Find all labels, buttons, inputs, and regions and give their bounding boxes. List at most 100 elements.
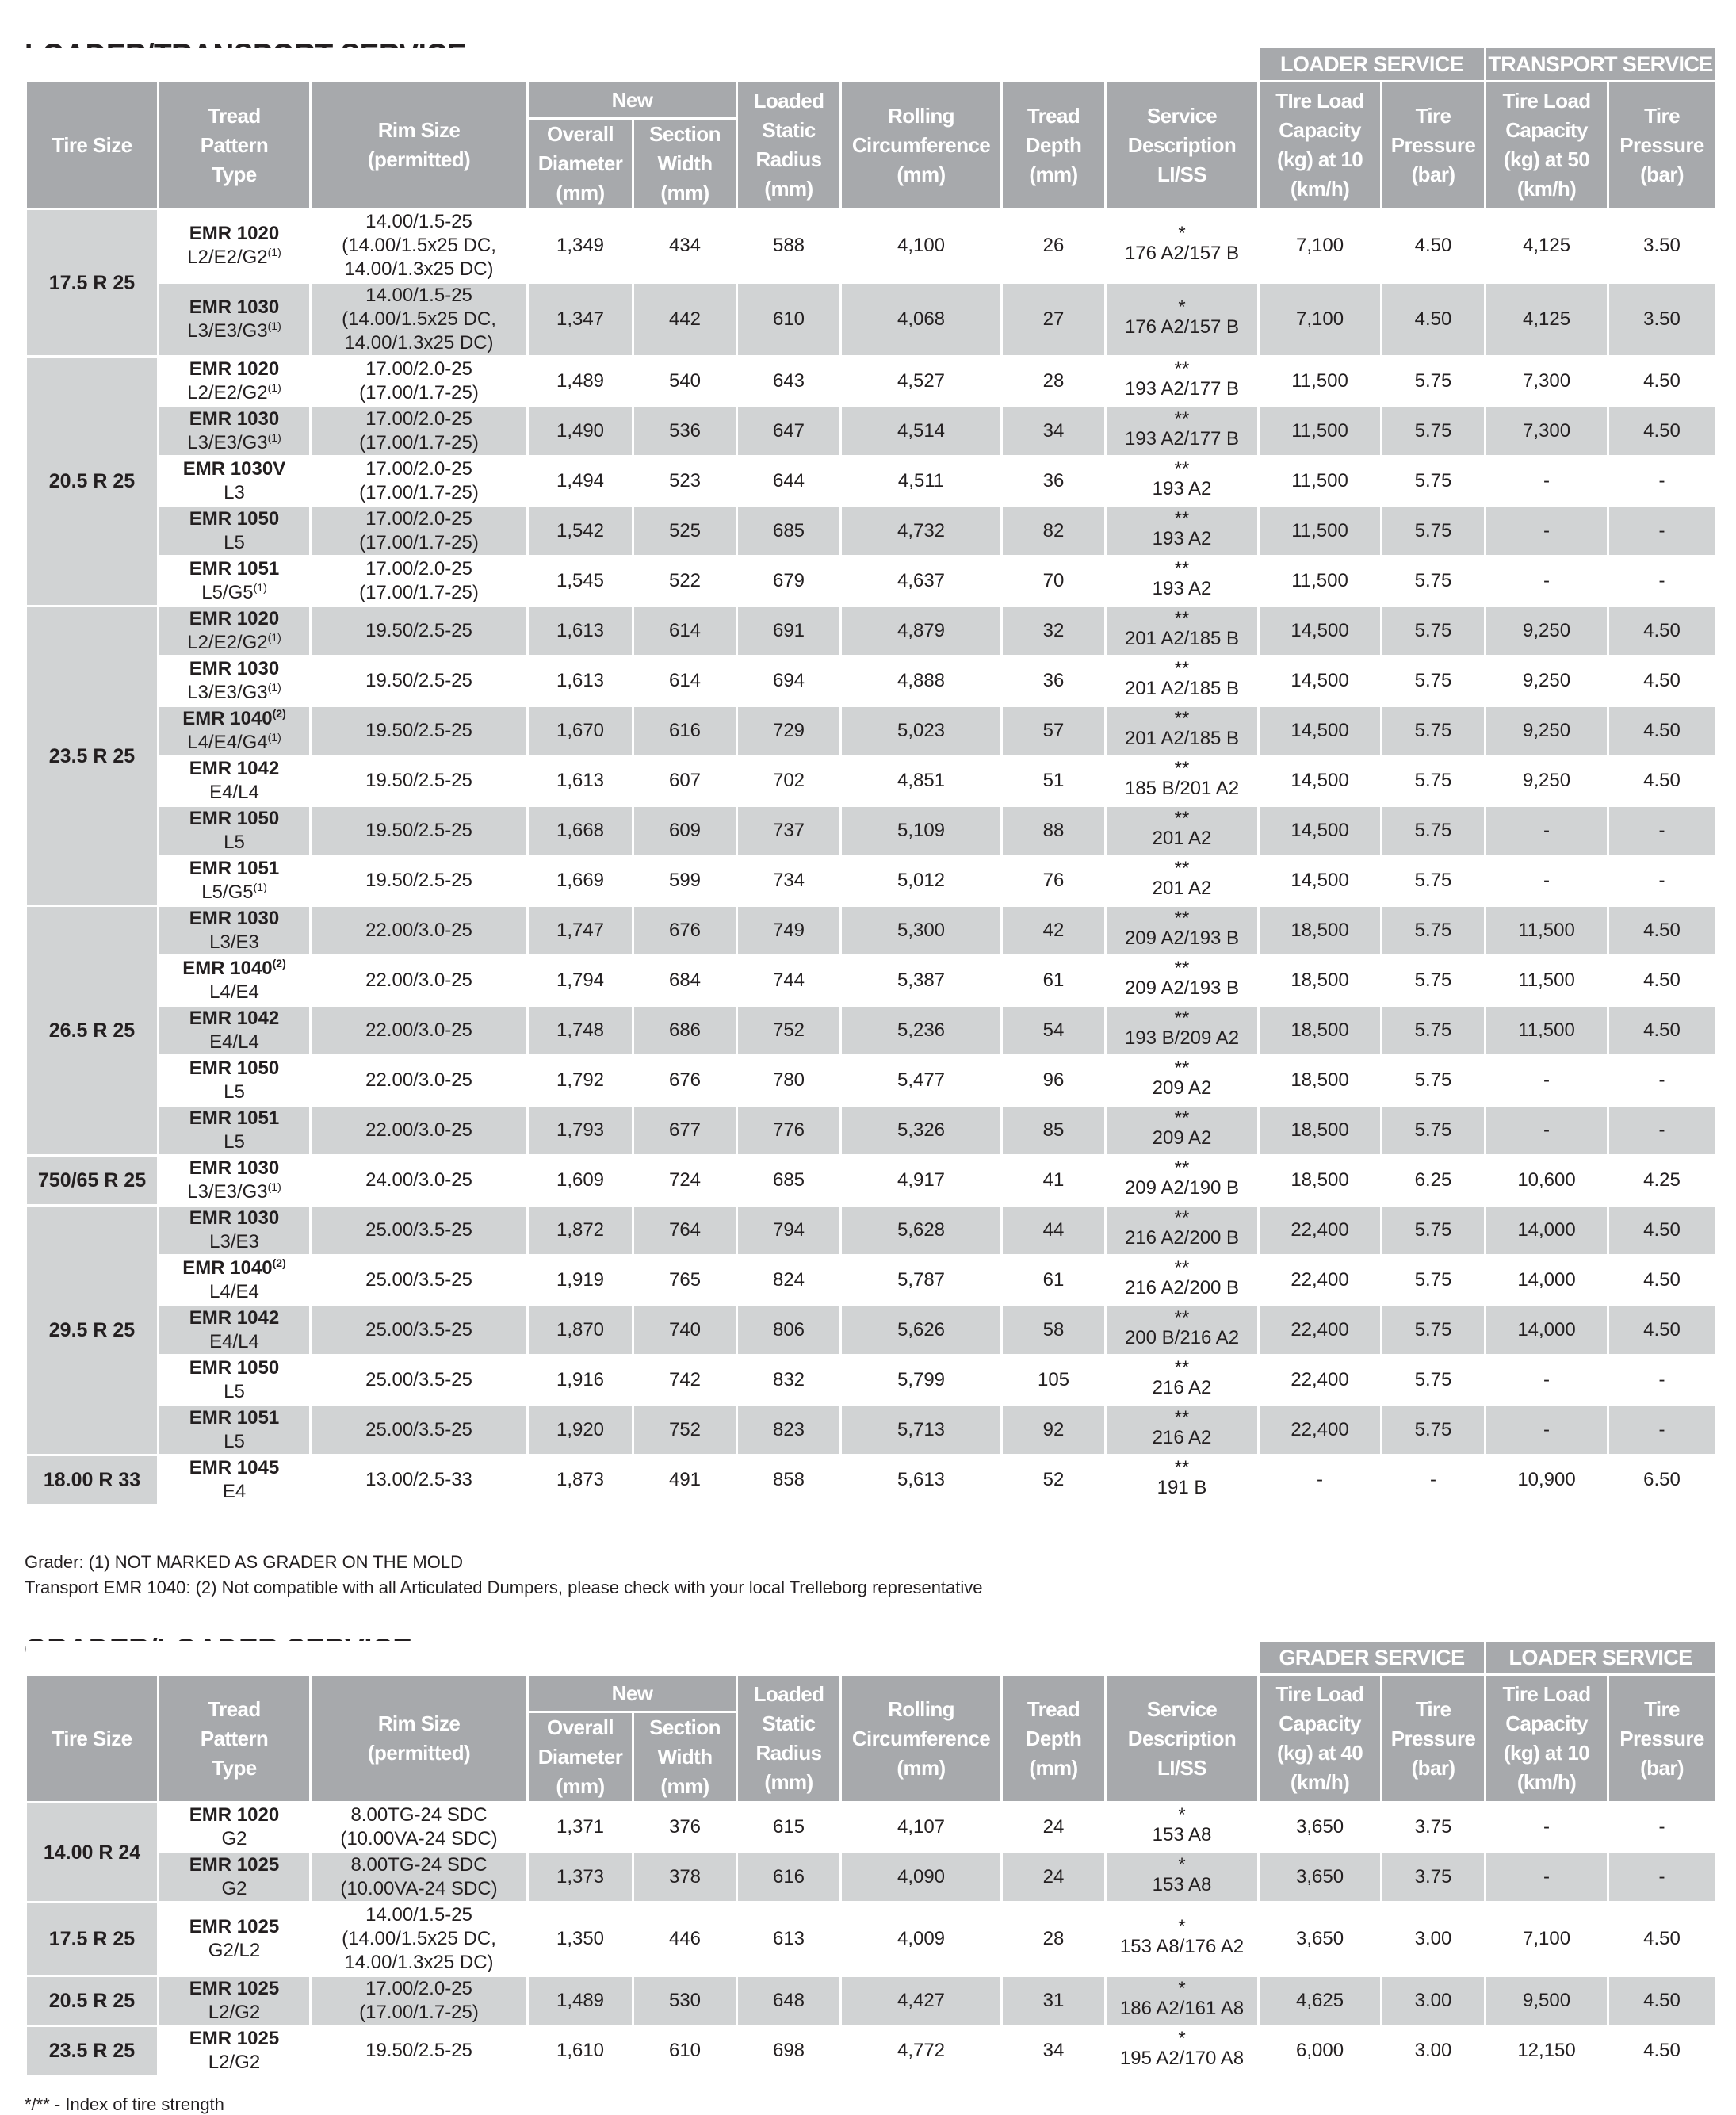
load-capacity-2-cell: - [1484, 505, 1610, 557]
rim-size-line: 14.00/1.5-25 [365, 1904, 472, 1926]
tread-pattern: L2/E2/G2(1) [187, 382, 281, 403]
pressure-2-cell: 4.50 [1607, 954, 1718, 1007]
strength-index: * [1178, 1854, 1186, 1876]
tread-pattern-code: L5 [224, 1381, 245, 1402]
rim-size-line: 17.00/2.0-25 [365, 1978, 472, 2000]
pressure-1-cell: 5.75 [1380, 505, 1487, 557]
rim-size-line: 17.00/2.0-25 [365, 408, 472, 430]
load-capacity-1-cell: 22,400 [1257, 1304, 1383, 1356]
tread-pattern-cell: EMR 1020 L2/E2/G2(1) [157, 355, 312, 407]
strength-index: ** [1174, 908, 1190, 929]
col-new-group: New [526, 1673, 738, 1713]
overall-diameter-cell: 1,373 [526, 1851, 634, 1903]
tread-model: EMR 1030 [161, 659, 308, 682]
header-line: (mm) [1029, 1755, 1078, 1780]
load-speed-index: 193 B/209 A2 [1124, 1027, 1240, 1049]
rim-size-line: (14.00/1.5x25 DC, [342, 1928, 496, 1949]
table-row: EMR 1030 L3/E3/G3(1) 19.50/2.5-25 1,613 614 6… [26, 655, 1718, 707]
rolling-circumference-cell: 4,879 [839, 605, 1003, 657]
pressure-2-cell: 4.50 [1607, 1004, 1718, 1057]
section-width-cell: 616 [632, 705, 738, 757]
header-line: (permitted) [367, 147, 471, 171]
tread-model-name: EMR 1045 [189, 1457, 280, 1479]
pressure-1-cell: 5.75 [1380, 455, 1487, 507]
load-capacity-2-cell: 14,000 [1484, 1304, 1610, 1356]
rim-size-cell: 14.00/1.5-25 (14.00/1.5x25 DC, 14.00/1.3x2… [309, 1901, 529, 1977]
header-line: (km/h) [1290, 1770, 1350, 1794]
load-capacity-2-cell: 14,000 [1484, 1204, 1610, 1256]
load-capacity-1-cell: 14,500 [1257, 705, 1383, 757]
tread-model-name: EMR 1050 [189, 808, 280, 830]
col-load2: Tire Load Capacity (kg) at 10 (km/h) [1484, 1673, 1610, 1803]
rim-size-line: 14.00/1.3x25 DC) [344, 258, 494, 280]
rim-size-cell: 17.00/2.0-25 (17.00/1.7-25) [309, 1975, 529, 2027]
load-capacity-1-cell: 7,100 [1257, 281, 1383, 358]
tread-model: EMR 1050 [161, 1357, 308, 1381]
col-press2: Tire Pressure (bar) [1607, 80, 1718, 210]
load-capacity-1-cell: 6,000 [1257, 2025, 1383, 2077]
overall-diameter-cell: 1,489 [526, 1975, 634, 2027]
rim-size-line: 14.00/1.3x25 DC) [344, 332, 494, 354]
tread-pattern: L2/G2 [208, 2052, 260, 2073]
tread-pattern: L5 [224, 1431, 245, 1452]
service-description-cell: ** 193 B/209 A2 [1103, 1004, 1260, 1057]
table-row: 23.5 R 25 EMR 1020 L2/E2/G2(1) 19.50/2.5-25… [25, 605, 1718, 907]
tread-pattern: L3/E3 [209, 931, 259, 953]
tread-pattern-cell: EMR 1040(2) L4/E4 [157, 954, 312, 1007]
tread-model-name: EMR 1050 [189, 1357, 280, 1379]
service-description-cell: ** 201 A2/185 B [1103, 605, 1260, 657]
rim-size-line: 19.50/2.5-25 [365, 620, 472, 641]
rim-size-line: (14.00/1.5x25 DC, [342, 308, 496, 330]
strength-index: ** [1174, 858, 1190, 879]
header-line: Capacity [1279, 1712, 1361, 1735]
tread-pattern-code: L5 [224, 532, 245, 553]
pressure-2-cell: - [1607, 555, 1718, 607]
tread-depth-cell: 52 [1000, 1454, 1107, 1506]
header-line: (bar) [1411, 162, 1455, 186]
load-capacity-2-cell: 9,250 [1484, 705, 1610, 757]
loaded-static-radius-cell: 588 [736, 208, 842, 284]
header-line: Pattern [200, 1726, 269, 1750]
rolling-circumference-cell: 5,613 [839, 1454, 1003, 1506]
load-capacity-2-cell: - [1484, 1801, 1610, 1853]
load-speed-index: 153 A8 [1152, 1874, 1212, 1895]
overall-diameter-cell: 1,916 [526, 1354, 634, 1406]
table-row: EMR 1050 L5 25.00/3.5-25 1,916 742 832 5,799 10… [26, 1354, 1718, 1406]
loaded-static-radius-cell: 685 [736, 505, 842, 557]
rim-size-line: 22.00/3.0-25 [365, 1119, 472, 1141]
tread-pattern-cell: EMR 1025 L2/G2 [157, 1975, 312, 2027]
rim-size-cell: 19.50/2.5-25 [309, 755, 529, 807]
rim-size-line: 24.00/3.0-25 [365, 1169, 472, 1191]
loaded-static-radius-cell: 679 [736, 555, 842, 607]
pressure-1-cell: 5.75 [1380, 805, 1487, 857]
rim-size-cell: 25.00/3.5-25 [309, 1404, 529, 1456]
strength-index: ** [1174, 958, 1190, 979]
header-line: Description [1127, 1726, 1237, 1750]
overall-diameter-cell: 1,350 [526, 1901, 634, 1977]
service-group-header: LOADER SERVICE [1257, 46, 1487, 82]
tread-depth-cell: 54 [1000, 1004, 1107, 1057]
tread-model-name: EMR 1042 [189, 1307, 280, 1329]
overall-diameter-cell: 1,490 [526, 405, 634, 457]
tread-pattern-code: E4/L4 [209, 1331, 259, 1352]
overall-diameter-cell: 1,349 [526, 208, 634, 284]
rim-size-line: (17.00/1.7-25) [359, 2002, 479, 2023]
service-description-cell: * 176 A2/157 B [1103, 281, 1260, 358]
strength-index: ** [1174, 708, 1190, 729]
overall-diameter-cell: 1,919 [526, 1254, 634, 1306]
overall-diameter-cell: 1,668 [526, 805, 634, 857]
rolling-circumference-cell: 4,427 [839, 1975, 1003, 2027]
load-capacity-1-cell: 18,500 [1257, 1004, 1383, 1057]
col-rim-size: Rim Size (permitted) [309, 80, 529, 210]
col-tire-size: Tire Size [25, 1673, 159, 1803]
col-loaded: Loaded Static Radius (mm) [736, 1673, 842, 1803]
header-line: Service [1146, 1696, 1218, 1721]
spec-table: GRADER SERVICE LOADER SERVICE Tire Size Tre… [25, 1639, 1718, 2077]
tread-model: EMR 1050 [161, 1058, 308, 1081]
section-width-cell: 676 [632, 905, 738, 957]
header-line: Diameter [537, 151, 623, 175]
strength-index: * [1178, 296, 1186, 318]
pressure-1-cell: 5.75 [1380, 605, 1487, 657]
tread-pattern-cell: EMR 1025 L2/G2 [157, 2025, 312, 2077]
col-tread-pattern: Tread Pattern Type [157, 80, 312, 210]
